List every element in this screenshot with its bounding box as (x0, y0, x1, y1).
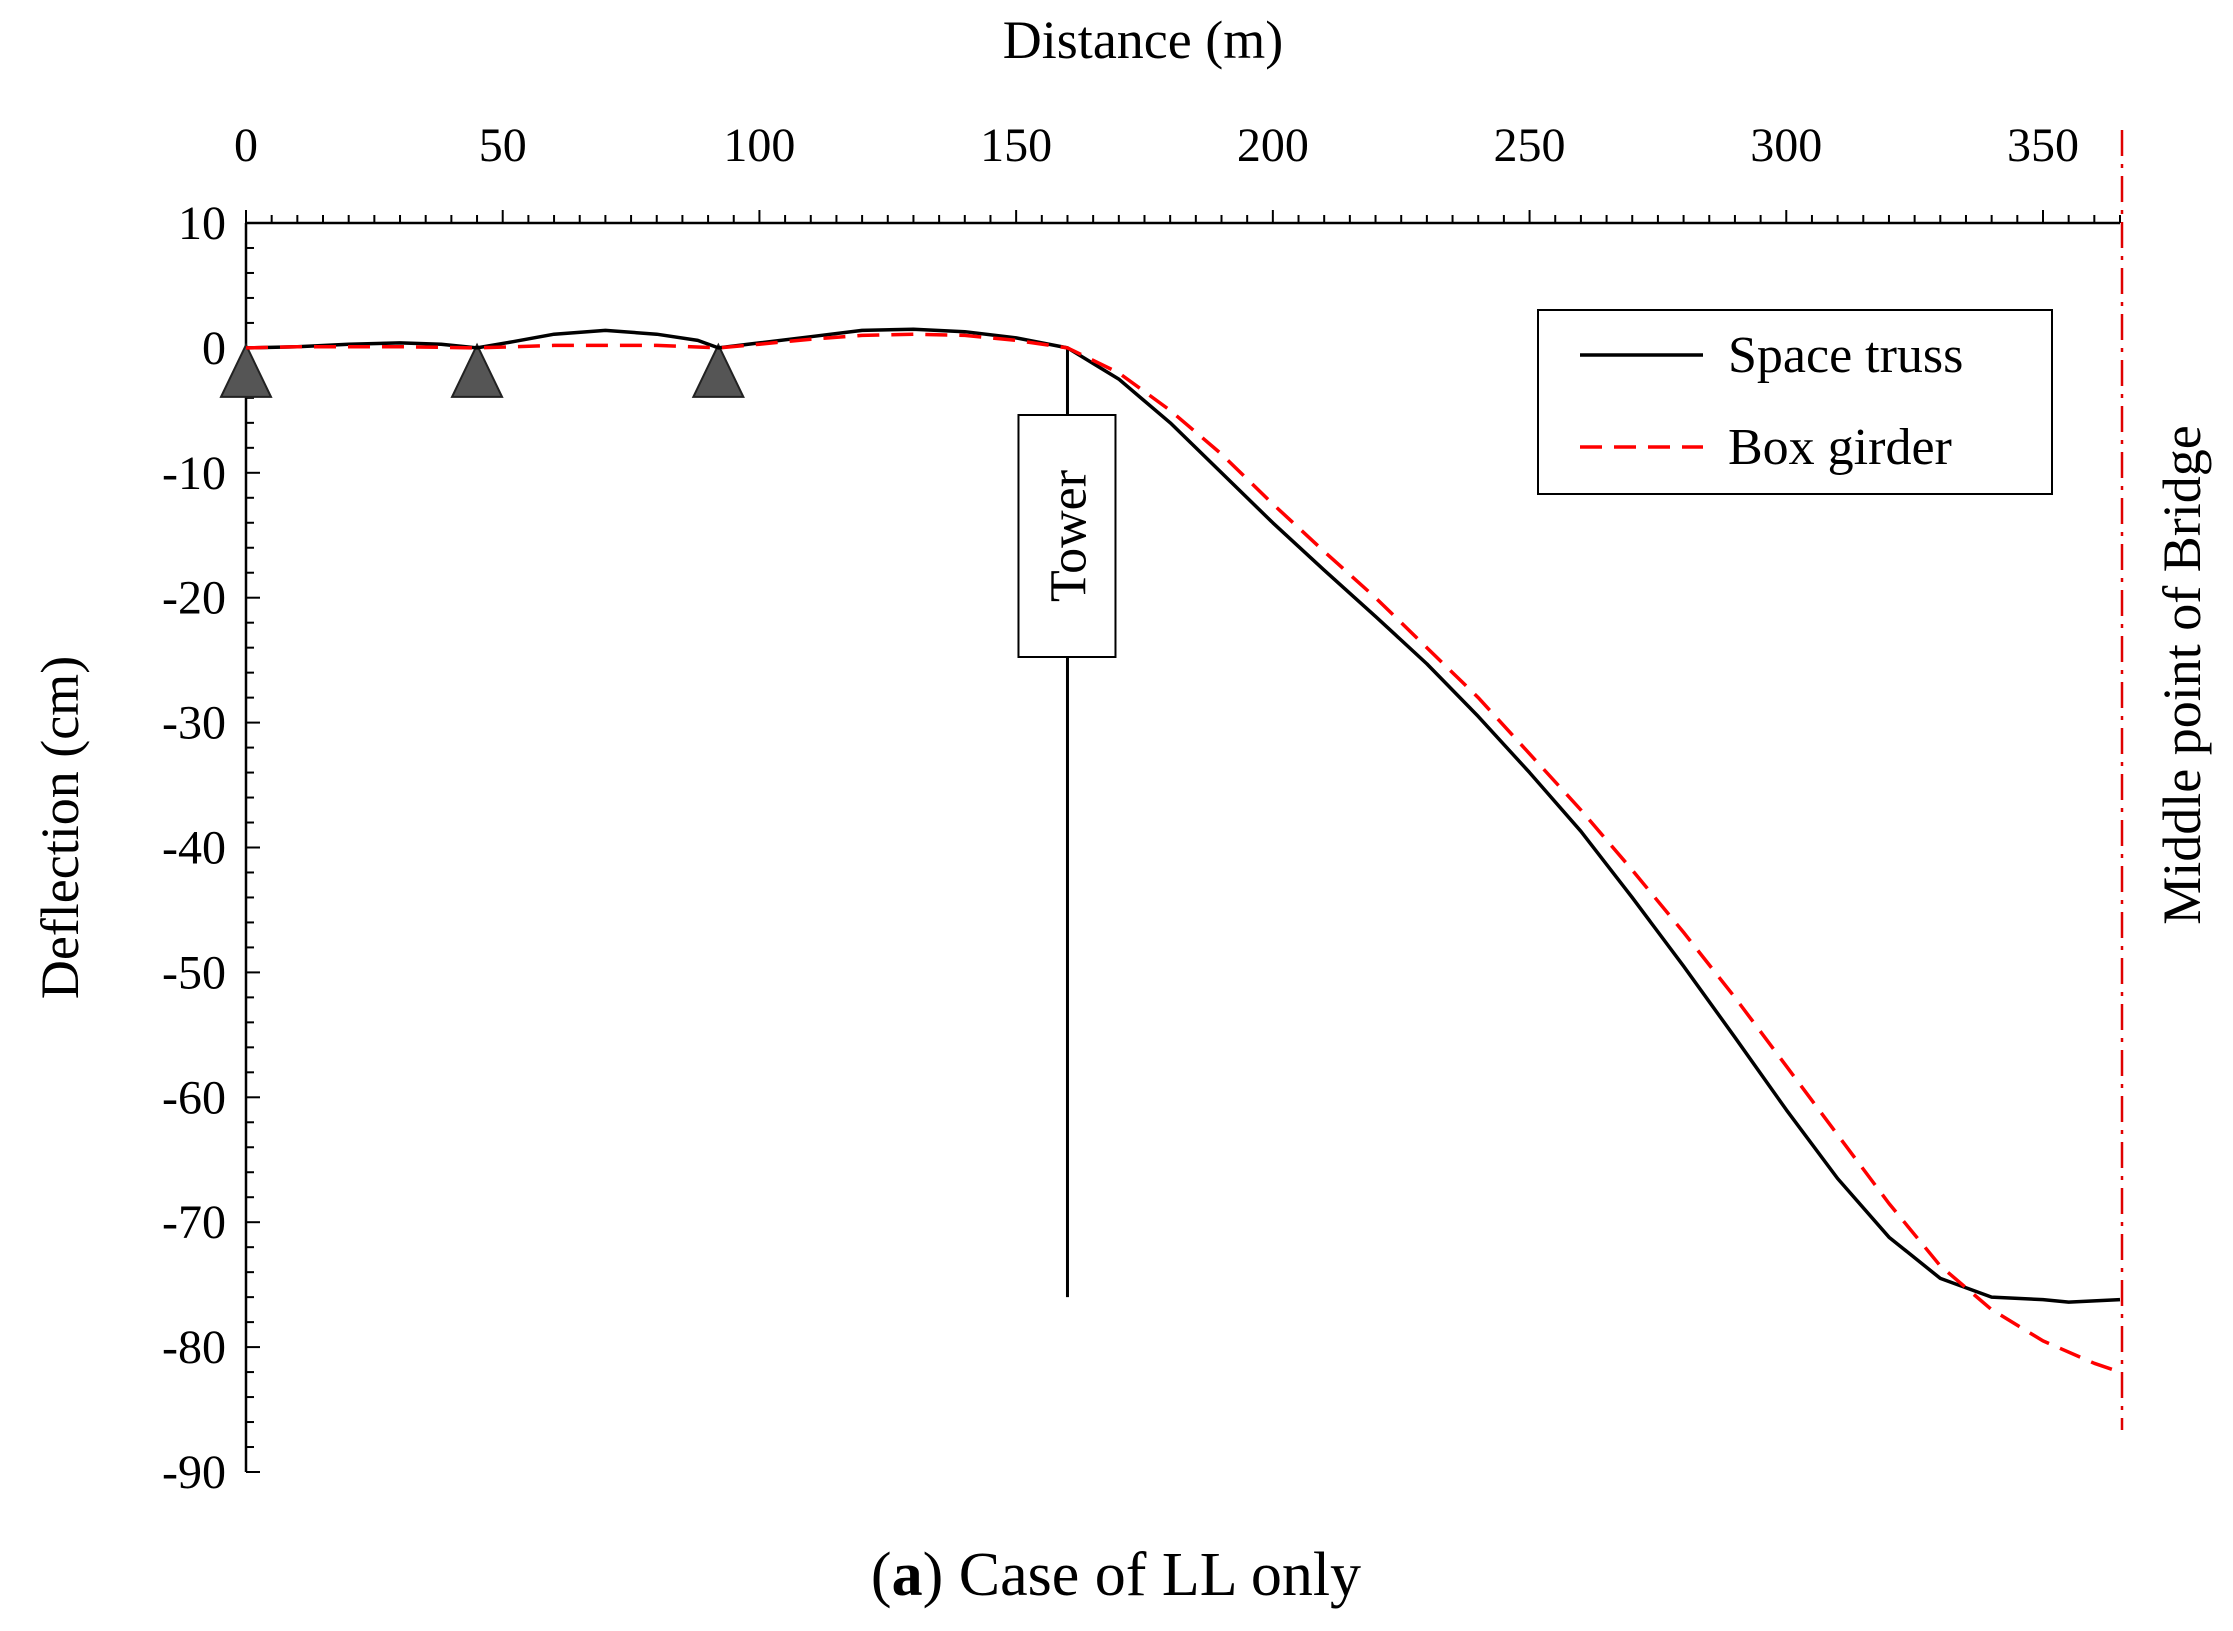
annotation-layer: Middle point of Bridge Tower (219, 130, 2212, 1430)
figure-caption: (a) Case of LL only (871, 1541, 1361, 1609)
x-tick-label: 0 (234, 119, 258, 172)
x-tick-label: 350 (2007, 119, 2079, 172)
tower-box (1017, 414, 1117, 658)
x-axis-title: Distance (m) (1003, 10, 1283, 70)
axes-layer: 0 50 100 150 200 250 300 350100-10-20-30-40-50-… (30, 10, 2121, 1499)
caption-letter: a (892, 1541, 923, 1609)
y-tick-label: -30 (162, 697, 226, 750)
y-tick-label: 0 (202, 322, 226, 375)
y-tick-label: 10 (178, 197, 226, 250)
legend-label: Box girder (1728, 419, 1952, 476)
x-tick-label: 250 (1494, 119, 1566, 172)
caption-prefix: ( (871, 1541, 892, 1609)
y-tick-label: -50 (162, 946, 226, 999)
y-tick-label: -10 (162, 447, 226, 500)
caption-text: ) Case of LL only (923, 1541, 1361, 1609)
y-axis-title: Deflection (cm) (30, 656, 90, 999)
x-tick-label: 300 (1750, 119, 1822, 172)
midpoint-label: Middle point of Bridge (2152, 425, 2212, 924)
support-triangle (691, 342, 745, 398)
x-tick-label: 100 (723, 119, 795, 172)
series-line-box-girder (245, 332, 2121, 1374)
support-triangle (450, 342, 504, 398)
y-tick-label: -20 (162, 572, 226, 625)
legend-label: Space truss (1728, 327, 1963, 384)
support-triangle (219, 342, 273, 398)
x-tick-label: 150 (980, 119, 1052, 172)
legend-box (1537, 309, 2053, 495)
y-tick-label: -80 (162, 1321, 226, 1374)
y-tick-label: -40 (162, 822, 226, 875)
x-tick-label: 50 (479, 119, 527, 172)
x-tick-label: 200 (1237, 119, 1309, 172)
y-tick-label: -70 (162, 1196, 226, 1249)
series-line-space-truss (245, 327, 2121, 1304)
legend: Space truss Box girder (1537, 309, 2053, 495)
y-tick-label: -60 (162, 1071, 226, 1124)
y-tick-label: -90 (162, 1446, 226, 1499)
tower-label: Tower (1040, 470, 1097, 602)
series-layer (245, 327, 2121, 1374)
